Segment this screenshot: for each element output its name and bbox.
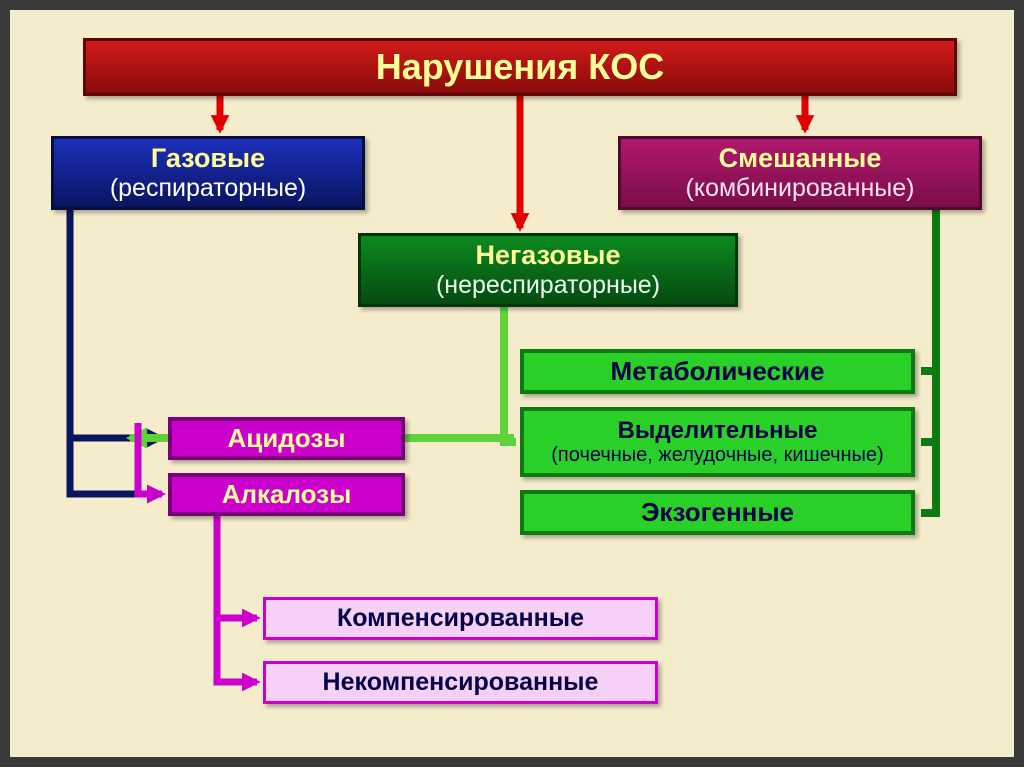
node-exo-label: Экзогенные	[641, 498, 794, 528]
node-vydel: Выделительные(почечные, желудочные, кише…	[520, 407, 915, 477]
node-alk-label: Алкалозы	[222, 480, 352, 510]
node-nekomp: Некомпенсированные	[263, 661, 658, 704]
node-mixed-sublabel: (комбинированные)	[686, 174, 915, 203]
node-metab: Метаболические	[520, 349, 915, 394]
node-nongas-label: Негазовые	[475, 240, 620, 271]
node-nongas-sublabel: (нереспираторные)	[436, 271, 660, 300]
node-metab-label: Метаболические	[611, 357, 825, 387]
node-vydel-label: Выделительные	[618, 417, 818, 445]
node-title: Нарушения КОС	[83, 38, 957, 96]
node-acid-label: Ацидозы	[228, 424, 346, 454]
node-nongas: Негазовые(нереспираторные)	[358, 233, 738, 307]
node-komp: Компенсированные	[263, 597, 658, 640]
node-gas-sublabel: (респираторные)	[110, 174, 306, 203]
node-mixed-label: Смешанные	[719, 143, 882, 174]
node-vydel-sublabel: (почечные, желудочные, кишечные)	[551, 444, 883, 467]
node-komp-label: Компенсированные	[337, 604, 584, 633]
diagram-canvas: Нарушения КОС Газовые(респираторные) Смеша…	[0, 0, 1024, 767]
node-acid: Ацидозы	[168, 417, 405, 460]
node-exo: Экзогенные	[520, 490, 915, 535]
node-mixed: Смешанные(комбинированные)	[618, 136, 982, 210]
node-gas: Газовые(респираторные)	[51, 136, 365, 210]
node-nekomp-label: Некомпенсированные	[323, 668, 599, 697]
node-alk: Алкалозы	[168, 473, 405, 516]
node-gas-label: Газовые	[151, 143, 265, 174]
node-title-label: Нарушения КОС	[376, 46, 664, 87]
